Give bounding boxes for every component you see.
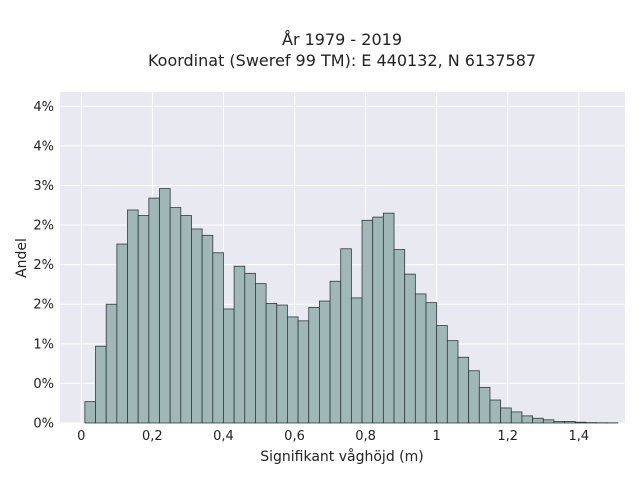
histogram-bar bbox=[212, 252, 224, 424]
histogram-bar bbox=[105, 303, 118, 424]
histogram-bar bbox=[372, 216, 384, 424]
x-tick-label: 0 bbox=[77, 429, 85, 444]
histogram-bar bbox=[457, 356, 470, 424]
histogram-bar bbox=[265, 303, 278, 424]
histogram-bar bbox=[510, 411, 523, 424]
chart-subtitle: Koordinat (Sweref 99 TM): E 440132, N 61… bbox=[148, 51, 536, 70]
x-tick-labels: 0 0,2 0,4 0,6 0,8 1 1,2 1,4 bbox=[77, 429, 589, 444]
histogram-bar bbox=[84, 401, 96, 424]
histogram-bar bbox=[297, 320, 310, 424]
histogram-bar bbox=[169, 207, 182, 424]
histogram-bar bbox=[148, 197, 160, 424]
x-tick-label: 1 bbox=[433, 429, 441, 444]
histogram-bars bbox=[84, 188, 619, 424]
histogram-bar bbox=[532, 417, 544, 424]
histogram-bar bbox=[233, 265, 246, 424]
y-tick-label: 4% bbox=[33, 139, 54, 154]
y-tick-label: 0% bbox=[33, 377, 54, 392]
y-tick-label: 2% bbox=[33, 298, 54, 313]
histogram-bar bbox=[308, 306, 320, 424]
histogram-bar bbox=[393, 249, 406, 424]
histogram-bar bbox=[521, 415, 534, 424]
histogram-bar bbox=[500, 407, 512, 424]
histogram-bar bbox=[425, 302, 438, 424]
y-axis-label: Andel bbox=[14, 238, 30, 278]
histogram-bar bbox=[180, 215, 192, 424]
histogram-bar bbox=[223, 308, 235, 424]
histogram-bar bbox=[436, 325, 448, 424]
x-tick-label: 1,2 bbox=[497, 429, 518, 444]
y-tick-label: 4% bbox=[33, 100, 54, 115]
x-tick-label: 0,2 bbox=[142, 429, 163, 444]
x-tick-label: 0,6 bbox=[284, 429, 305, 444]
y-tick-label: 2% bbox=[33, 258, 54, 273]
histogram-bar bbox=[276, 304, 288, 424]
histogram-bar bbox=[350, 297, 363, 424]
histogram-bar bbox=[127, 209, 139, 424]
x-tick-label: 0,8 bbox=[355, 429, 376, 444]
histogram-bar bbox=[574, 421, 587, 424]
y-tick-label: 3% bbox=[33, 179, 54, 194]
histogram-bar bbox=[553, 421, 565, 424]
y-tick-labels: 0% 0% 1% 2% 2% 2% 3% 4% 4% bbox=[33, 100, 54, 432]
histogram-bar bbox=[542, 419, 555, 424]
histogram-bar bbox=[446, 340, 459, 424]
histogram-bar bbox=[361, 219, 374, 424]
x-tick-label: 1,4 bbox=[568, 429, 589, 444]
histogram-bar bbox=[287, 316, 299, 424]
histogram-bar bbox=[95, 345, 107, 424]
histogram-bar bbox=[244, 272, 256, 424]
histogram-bar bbox=[201, 234, 214, 424]
x-axis-label: Signifikant våghöjd (m) bbox=[260, 448, 423, 465]
histogram-bar bbox=[159, 188, 171, 424]
histogram-bar bbox=[382, 212, 395, 424]
x-tick-label: 0,4 bbox=[213, 429, 234, 444]
histogram-bar bbox=[329, 280, 342, 424]
y-tick-label: 1% bbox=[33, 337, 54, 352]
histogram-bar bbox=[191, 228, 203, 424]
histogram-bar bbox=[414, 293, 427, 424]
histogram-bar bbox=[340, 248, 352, 424]
histogram-bar bbox=[116, 243, 128, 424]
histogram-bar bbox=[137, 215, 150, 424]
histogram-bar bbox=[564, 421, 576, 424]
histogram-bar bbox=[468, 370, 480, 424]
histogram-bar bbox=[255, 283, 267, 424]
histogram-bar bbox=[319, 300, 331, 424]
y-tick-label: 0% bbox=[33, 417, 54, 432]
histogram-bar bbox=[478, 386, 491, 424]
chart-title: År 1979 - 2019 bbox=[282, 30, 402, 49]
histogram-bar bbox=[489, 399, 502, 424]
histogram-bar bbox=[404, 273, 416, 424]
y-tick-label: 2% bbox=[33, 219, 54, 234]
